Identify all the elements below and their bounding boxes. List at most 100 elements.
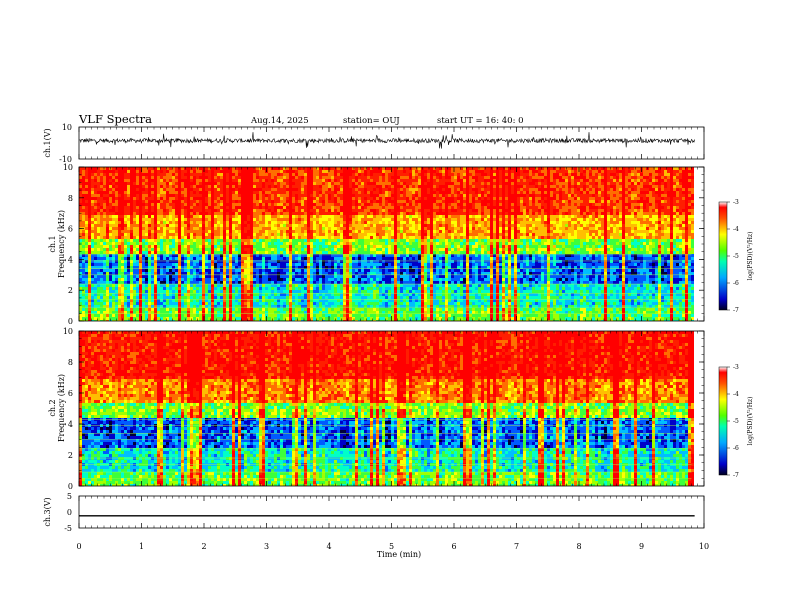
spectrogram-cell xyxy=(340,215,343,218)
spectrogram-cell xyxy=(268,209,271,212)
spectrogram-cell xyxy=(193,317,196,320)
spectrogram-cell xyxy=(226,185,229,188)
spectrogram-cell xyxy=(355,203,358,206)
spectrogram-cell xyxy=(103,212,106,215)
spectrogram-cell xyxy=(316,263,319,266)
spectrogram-cell xyxy=(124,263,127,266)
spectrogram-cell xyxy=(169,284,172,287)
spectrogram-cell xyxy=(268,170,271,173)
spectrogram-cell xyxy=(88,230,91,233)
spectrogram-cell xyxy=(250,260,253,263)
ch1-ytick-bottom: -10 xyxy=(59,155,72,164)
spectrogram-cell xyxy=(217,230,220,233)
spectrogram-cell xyxy=(313,230,316,233)
spectrogram-cell xyxy=(274,188,277,191)
spectrogram-cell xyxy=(151,170,154,173)
spectrogram-cell xyxy=(250,305,253,308)
spectrogram-cell xyxy=(115,281,118,284)
spectrogram-cell xyxy=(319,191,322,194)
spectrogram-cell xyxy=(268,212,271,215)
spectrogram-cell xyxy=(115,230,118,233)
spectrogram-cell xyxy=(328,170,331,173)
spectrogram-cell xyxy=(358,284,361,287)
spectrogram-cell xyxy=(337,194,340,197)
spectrogram-cell xyxy=(265,236,268,239)
spectrogram-cell xyxy=(202,308,205,311)
spectrogram-cell xyxy=(163,227,166,230)
spectrogram-cell xyxy=(280,308,283,311)
spectrogram-cell xyxy=(265,296,268,299)
spectrogram-cell xyxy=(271,281,274,284)
spectrogram-cell xyxy=(142,179,145,182)
spectrogram-cell xyxy=(217,260,220,263)
spectrogram-cell xyxy=(364,185,367,188)
spectrogram-cell xyxy=(136,236,139,239)
spectrogram-cell xyxy=(82,269,85,272)
spectrogram-cell xyxy=(211,245,214,248)
spectrogram-cell xyxy=(151,296,154,299)
spectrogram-cell xyxy=(184,251,187,254)
spectrogram-cell xyxy=(199,248,202,251)
spectrogram-cell xyxy=(250,254,253,257)
spectrogram-cell xyxy=(151,305,154,308)
spectrogram-cell xyxy=(259,281,262,284)
spectrogram-cell xyxy=(292,197,295,200)
spectrogram-cell xyxy=(115,302,118,305)
spectrogram-cell xyxy=(103,173,106,176)
spectrogram-cell xyxy=(139,221,142,224)
spectrogram-cell xyxy=(346,170,349,173)
spectrogram-cell xyxy=(145,257,148,260)
spectrogram-cell xyxy=(271,314,274,317)
spectrogram-cell xyxy=(262,275,265,278)
spectrogram-cell xyxy=(226,182,229,185)
spectrogram-cell xyxy=(319,290,322,293)
spectrogram-cell xyxy=(88,302,91,305)
spectrogram-cell xyxy=(142,287,145,290)
spectrogram-cell xyxy=(241,170,244,173)
spectrogram-cell xyxy=(289,224,292,227)
spectrogram-cell xyxy=(208,245,211,248)
spectrogram-cell xyxy=(136,215,139,218)
spectrogram-cell xyxy=(94,302,97,305)
spectrogram-cell xyxy=(133,260,136,263)
spectrogram-cell xyxy=(304,254,307,257)
spectrogram-cell xyxy=(286,320,289,321)
spectrogram-cell xyxy=(277,245,280,248)
spectrogram-cell xyxy=(232,233,235,236)
spectrogram-cell xyxy=(358,254,361,257)
spectrogram-cell xyxy=(160,278,163,281)
spectrogram-cell xyxy=(235,179,238,182)
spectrogram-cell xyxy=(247,230,250,233)
spectrogram-cell xyxy=(142,203,145,206)
spectrogram-cell xyxy=(217,299,220,302)
spectrogram-cell xyxy=(97,224,100,227)
spectrogram-cell xyxy=(232,260,235,263)
spectrogram-cell xyxy=(112,230,115,233)
spectrogram-cell xyxy=(307,245,310,248)
spectrogram-cell xyxy=(307,311,310,314)
spectrogram-cell xyxy=(169,269,172,272)
spectrogram-cell xyxy=(187,299,190,302)
spectrogram-cell xyxy=(181,200,184,203)
spectrogram-cell xyxy=(271,197,274,200)
spectrogram-cell xyxy=(352,281,355,284)
spectrogram-cell xyxy=(109,233,112,236)
spectrogram-cell xyxy=(97,245,100,248)
spectrogram-cell xyxy=(172,311,175,314)
spectrogram-cell xyxy=(235,278,238,281)
spectrogram-cell xyxy=(211,314,214,317)
spectrogram-cell xyxy=(193,269,196,272)
spectrogram-cell xyxy=(268,290,271,293)
spectrogram-cell xyxy=(355,293,358,296)
spectrogram-cell xyxy=(340,179,343,182)
spectrogram-cell xyxy=(250,320,253,321)
spectrogram-cell xyxy=(226,302,229,305)
spectrogram-cell xyxy=(154,269,157,272)
spectrogram-cell xyxy=(190,206,193,209)
spectrogram-cell xyxy=(364,245,367,248)
spectrogram-cell xyxy=(88,233,91,236)
spectrogram-cell xyxy=(235,245,238,248)
spectrogram-cell xyxy=(346,218,349,221)
spectrogram-cell xyxy=(220,209,223,212)
spectrogram-cell xyxy=(250,188,253,191)
